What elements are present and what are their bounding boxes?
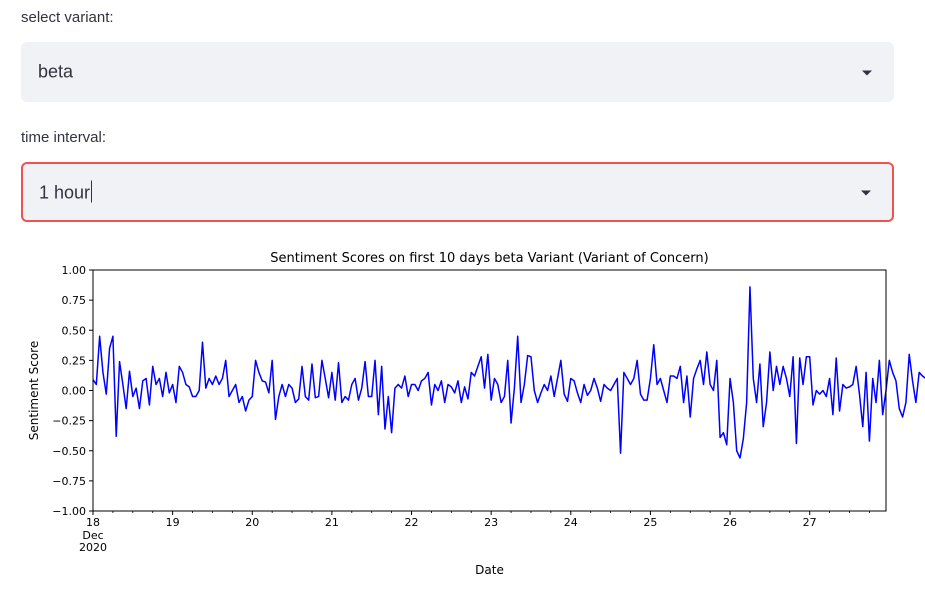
y-tick-label: −0.75 [52,475,86,488]
x-tick-label: 27 [803,516,817,529]
x-tick-label: 24 [564,516,578,529]
y-tick-label: −0.25 [52,415,86,428]
x-tick-label: 20 [245,516,259,529]
x-tick-label: 18 [86,516,100,529]
plot-frame [92,269,887,512]
y-axis-label: Sentiment Score [27,341,41,440]
variant-select-value: beta [38,61,74,82]
x-tick-label: 22 [405,516,419,529]
x-tick-sublabel: Dec [82,529,103,542]
x-tick-label: 21 [325,516,339,529]
interval-select-label: time interval: [21,129,107,146]
y-tick-label: 0.50 [62,324,87,337]
y-tick-label: 0.25 [62,354,87,367]
sentiment-chart: Sentiment Scores on first 10 days beta V… [27,251,925,577]
x-axis-label: Date [475,563,504,577]
x-tick-label: 19 [166,516,180,529]
variant-select[interactable]: beta [21,42,894,102]
chart-title: Sentiment Scores on first 10 days beta V… [270,251,709,266]
x-tick-label: 23 [484,516,498,529]
y-tick-label: 0.75 [62,294,87,307]
x-tick-sublabel: 2020 [79,541,107,554]
y-tick-label: −1.00 [52,505,86,518]
x-tick-label: 26 [723,516,737,529]
interval-select-value: 1 hour [39,182,91,203]
chevron-down-icon[interactable] [862,70,872,76]
x-tick-label: 25 [643,516,657,529]
text-cursor [91,180,93,203]
variant-select-label: select variant: [21,9,114,26]
y-tick-label: 1.00 [62,264,87,277]
chevron-down-icon[interactable] [861,190,871,196]
y-tick-label: 0.00 [62,385,87,398]
interval-select[interactable]: 1 hour [21,162,894,222]
sentiment-series-line [92,286,925,459]
y-tick-label: −0.50 [52,445,86,458]
interval-select-value-wrap[interactable]: 1 hour [39,180,93,204]
